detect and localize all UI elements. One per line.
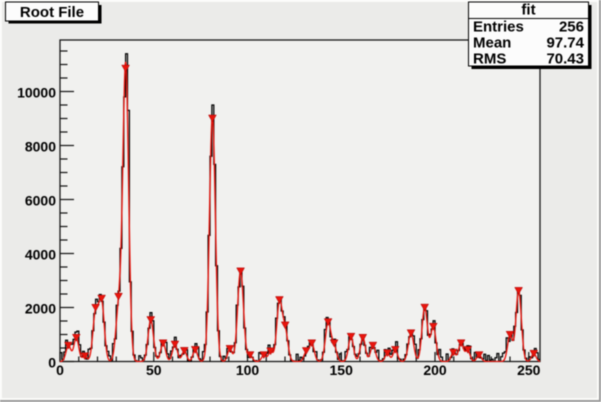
svg-text:0: 0	[48, 354, 56, 370]
svg-text:Mean: Mean	[473, 35, 511, 52]
svg-text:Root File: Root File	[20, 4, 84, 21]
svg-text:Entries: Entries	[473, 19, 524, 36]
svg-text:200: 200	[423, 362, 447, 378]
svg-text:0: 0	[56, 362, 64, 378]
svg-text:10000: 10000	[17, 84, 56, 100]
svg-text:70.43: 70.43	[546, 51, 584, 68]
svg-text:250: 250	[517, 362, 541, 378]
svg-text:RMS: RMS	[473, 51, 506, 68]
svg-text:97.74: 97.74	[546, 35, 584, 52]
svg-text:50: 50	[146, 362, 162, 378]
svg-text:100: 100	[236, 362, 260, 378]
svg-text:fit: fit	[521, 2, 535, 19]
svg-text:2000: 2000	[25, 300, 56, 316]
svg-text:256: 256	[559, 19, 584, 36]
svg-text:8000: 8000	[25, 138, 56, 154]
svg-text:6000: 6000	[25, 192, 56, 208]
svg-text:4000: 4000	[25, 246, 56, 262]
svg-text:150: 150	[330, 362, 354, 378]
